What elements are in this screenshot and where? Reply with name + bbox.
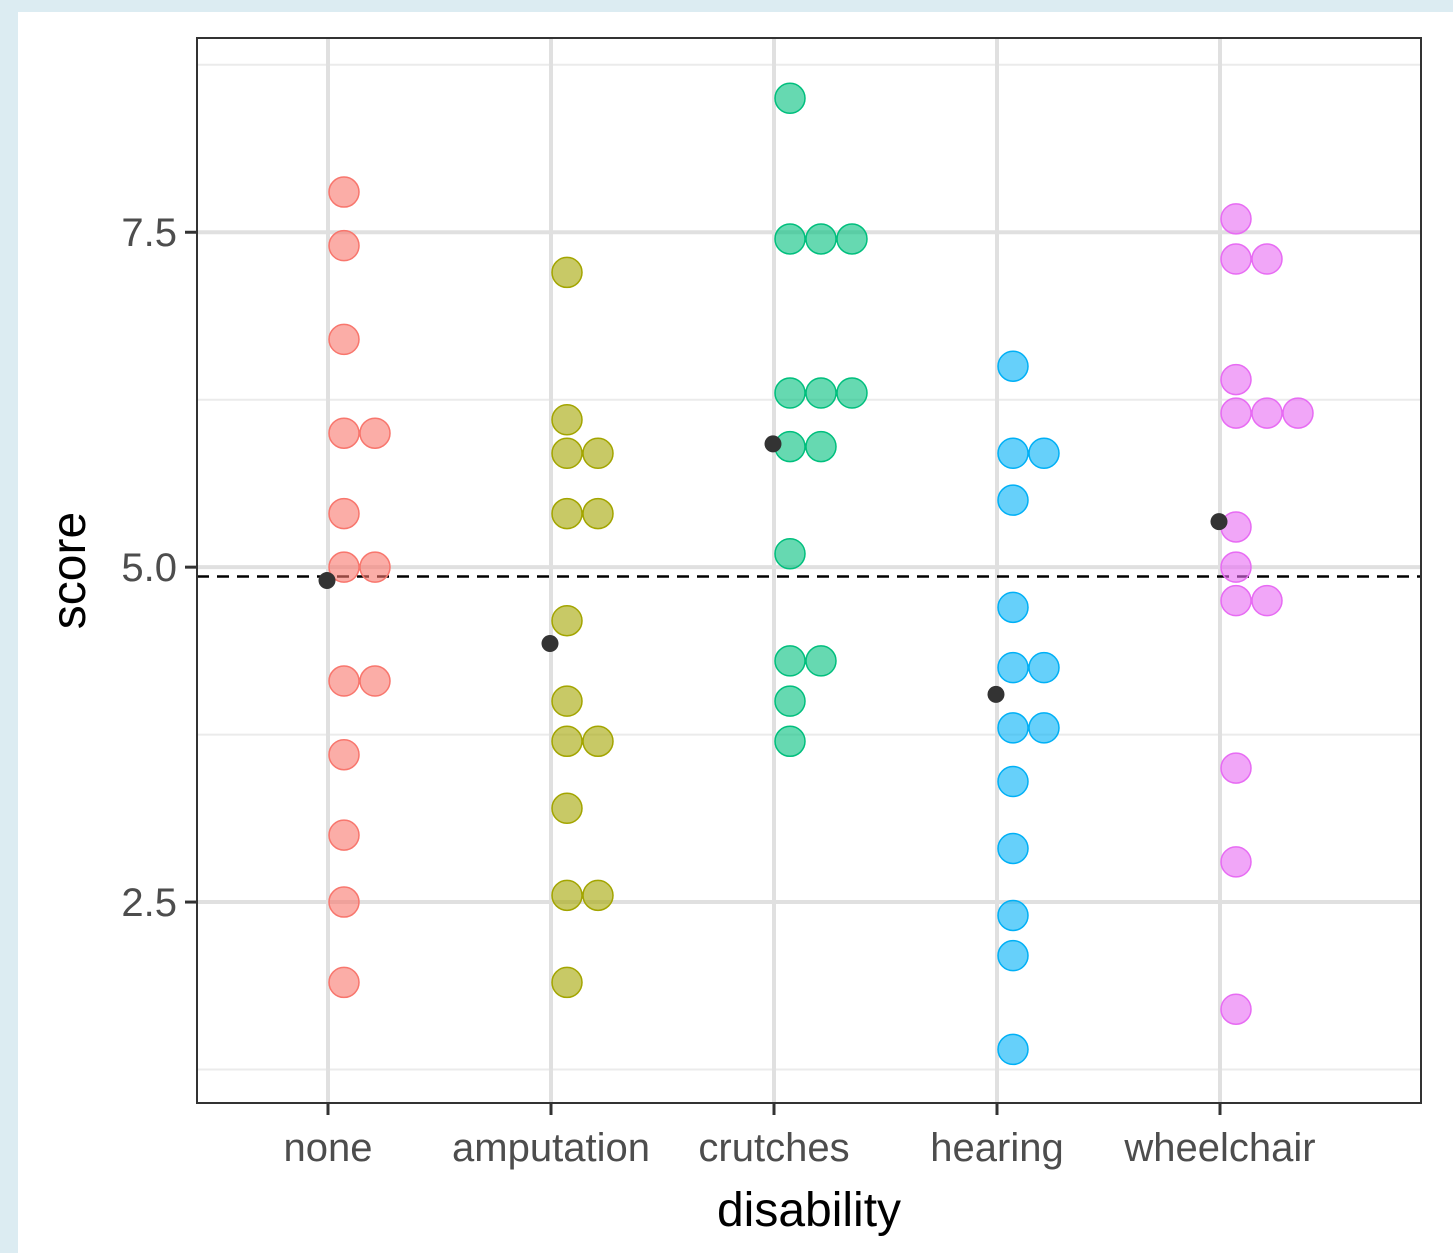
data-point-wheelchair xyxy=(1251,397,1283,429)
data-points xyxy=(328,82,1314,1066)
data-point-hearing xyxy=(997,350,1029,382)
data-point-hearing xyxy=(997,437,1029,470)
y-tick-label: 5.0 xyxy=(121,546,177,590)
data-point-none xyxy=(328,176,360,208)
data-point-hearing xyxy=(997,591,1029,624)
data-point-amputation xyxy=(582,725,614,758)
data-point-none xyxy=(328,497,360,530)
data-point-hearing xyxy=(997,939,1029,972)
data-point-crutches xyxy=(774,685,806,717)
mean-point-none xyxy=(318,572,336,590)
data-point-crutches xyxy=(774,377,806,409)
axes: 2.5 5.0 7.5 none amputation crutches hearing wh… xyxy=(121,211,1315,1170)
data-point-amputation xyxy=(582,879,614,912)
data-point-hearing xyxy=(997,899,1029,932)
data-point-none xyxy=(359,551,391,583)
mean-point-crutches xyxy=(764,435,782,453)
data-point-amputation xyxy=(551,437,583,470)
data-point-hearing xyxy=(997,712,1029,744)
mean-point-hearing xyxy=(987,685,1005,703)
data-point-wheelchair xyxy=(1220,846,1252,878)
data-point-crutches xyxy=(774,725,806,758)
data-point-amputation xyxy=(582,437,614,470)
data-point-amputation xyxy=(582,497,614,530)
data-point-amputation xyxy=(551,966,583,999)
data-point-crutches xyxy=(774,645,806,677)
data-point-crutches xyxy=(805,377,837,409)
data-point-wheelchair xyxy=(1251,584,1283,617)
data-point-amputation xyxy=(551,404,583,436)
data-point-wheelchair xyxy=(1220,397,1252,429)
data-point-none xyxy=(359,417,391,449)
x-tick-label-wheelchair: wheelchair xyxy=(1123,1126,1315,1170)
y-tick-label: 2.5 xyxy=(121,881,177,925)
data-point-wheelchair xyxy=(1220,363,1252,396)
data-point-crutches xyxy=(774,538,806,570)
grid-lines xyxy=(197,38,1421,1103)
data-point-hearing xyxy=(1028,712,1060,744)
panel-border xyxy=(196,37,1422,1104)
data-point-crutches xyxy=(836,223,868,255)
mean-point-wheelchair xyxy=(1210,513,1228,531)
data-point-crutches xyxy=(805,645,837,677)
data-point-wheelchair xyxy=(1282,397,1314,429)
y-axis-title: score xyxy=(43,512,96,629)
chart-card: 2.5 5.0 7.5 none amputation crutches hearing wh… xyxy=(18,12,1453,1253)
score-by-disability-chart: 2.5 5.0 7.5 none amputation crutches hearing wh… xyxy=(43,37,1422,1237)
data-point-none xyxy=(328,417,360,449)
data-point-none xyxy=(328,665,360,697)
x-tick-label-amputation: amputation xyxy=(452,1126,650,1170)
data-point-none xyxy=(328,886,360,918)
data-point-wheelchair xyxy=(1220,752,1252,784)
x-axis-title: disability xyxy=(717,1184,901,1237)
data-point-hearing xyxy=(1028,651,1060,684)
data-point-amputation xyxy=(551,725,583,758)
mean-point-amputation xyxy=(541,635,559,653)
data-point-crutches xyxy=(805,430,837,463)
data-point-amputation xyxy=(551,256,583,289)
mean-points xyxy=(318,435,1228,703)
data-point-amputation xyxy=(551,604,583,637)
data-point-none xyxy=(328,551,360,583)
data-point-amputation xyxy=(551,792,583,825)
data-point-none xyxy=(328,966,360,999)
y-tick-label: 7.5 xyxy=(121,211,177,255)
data-point-hearing xyxy=(997,832,1029,865)
data-point-none xyxy=(328,229,360,262)
data-point-amputation xyxy=(551,497,583,530)
data-point-crutches xyxy=(774,82,806,115)
data-point-wheelchair xyxy=(1251,243,1283,275)
data-point-crutches xyxy=(805,223,837,255)
data-point-hearing xyxy=(997,765,1029,798)
x-tick-label-hearing: hearing xyxy=(930,1126,1063,1170)
data-point-none xyxy=(328,738,360,771)
data-point-wheelchair xyxy=(1220,203,1252,235)
data-point-hearing xyxy=(1028,437,1060,470)
data-point-hearing xyxy=(997,484,1029,516)
x-tick-label-none: none xyxy=(284,1126,373,1170)
data-point-none xyxy=(328,323,360,356)
data-point-hearing xyxy=(997,1033,1029,1066)
data-point-crutches xyxy=(774,223,806,255)
data-point-wheelchair xyxy=(1220,551,1252,583)
data-point-wheelchair xyxy=(1220,584,1252,617)
data-point-crutches xyxy=(836,377,868,409)
data-point-none xyxy=(328,819,360,851)
data-point-amputation xyxy=(551,685,583,717)
x-tick-label-crutches: crutches xyxy=(698,1126,849,1170)
data-point-wheelchair xyxy=(1220,243,1252,275)
data-point-hearing xyxy=(997,651,1029,684)
data-point-amputation xyxy=(551,879,583,912)
data-point-wheelchair xyxy=(1220,993,1252,1025)
data-point-none xyxy=(359,665,391,697)
